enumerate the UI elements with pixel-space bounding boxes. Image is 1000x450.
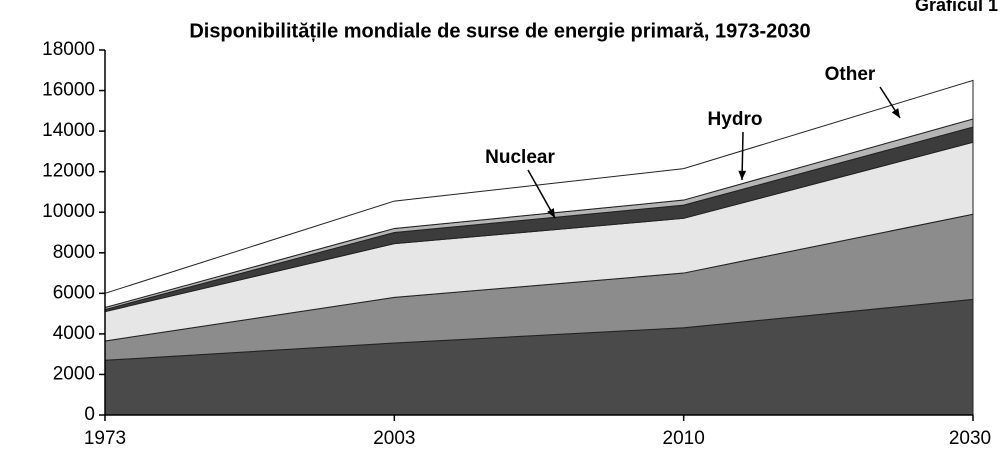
y-tick-label: 0 xyxy=(84,404,95,425)
series-label: Hydro xyxy=(708,109,763,130)
x-tick-label: 2003 xyxy=(373,428,415,449)
y-tick-label: 10000 xyxy=(42,201,95,222)
x-tick-label: 2010 xyxy=(663,428,705,449)
x-tick-label: 1973 xyxy=(84,428,126,449)
corner-label: Graficul 1 xyxy=(915,0,998,15)
x-tick-label: 2030 xyxy=(949,428,991,449)
y-tick-label: 4000 xyxy=(53,323,95,344)
y-tick-label: 8000 xyxy=(53,242,95,263)
y-tick-label: 14000 xyxy=(42,120,95,141)
y-tick-label: 2000 xyxy=(53,363,95,384)
series-label: Nuclear xyxy=(485,147,555,168)
callout-arrowhead xyxy=(547,208,555,218)
series-label: Other xyxy=(825,64,876,85)
y-tick-label: 12000 xyxy=(42,161,95,182)
chart-title: Disponibilitățile mondiale de surse de e… xyxy=(189,20,810,42)
y-tick-label: 6000 xyxy=(53,282,95,303)
y-tick-label: 16000 xyxy=(42,80,95,101)
callout-arrowhead xyxy=(891,108,900,118)
y-tick-label: 18000 xyxy=(42,39,95,60)
area xyxy=(104,79,974,309)
callout-arrowhead xyxy=(738,170,747,180)
